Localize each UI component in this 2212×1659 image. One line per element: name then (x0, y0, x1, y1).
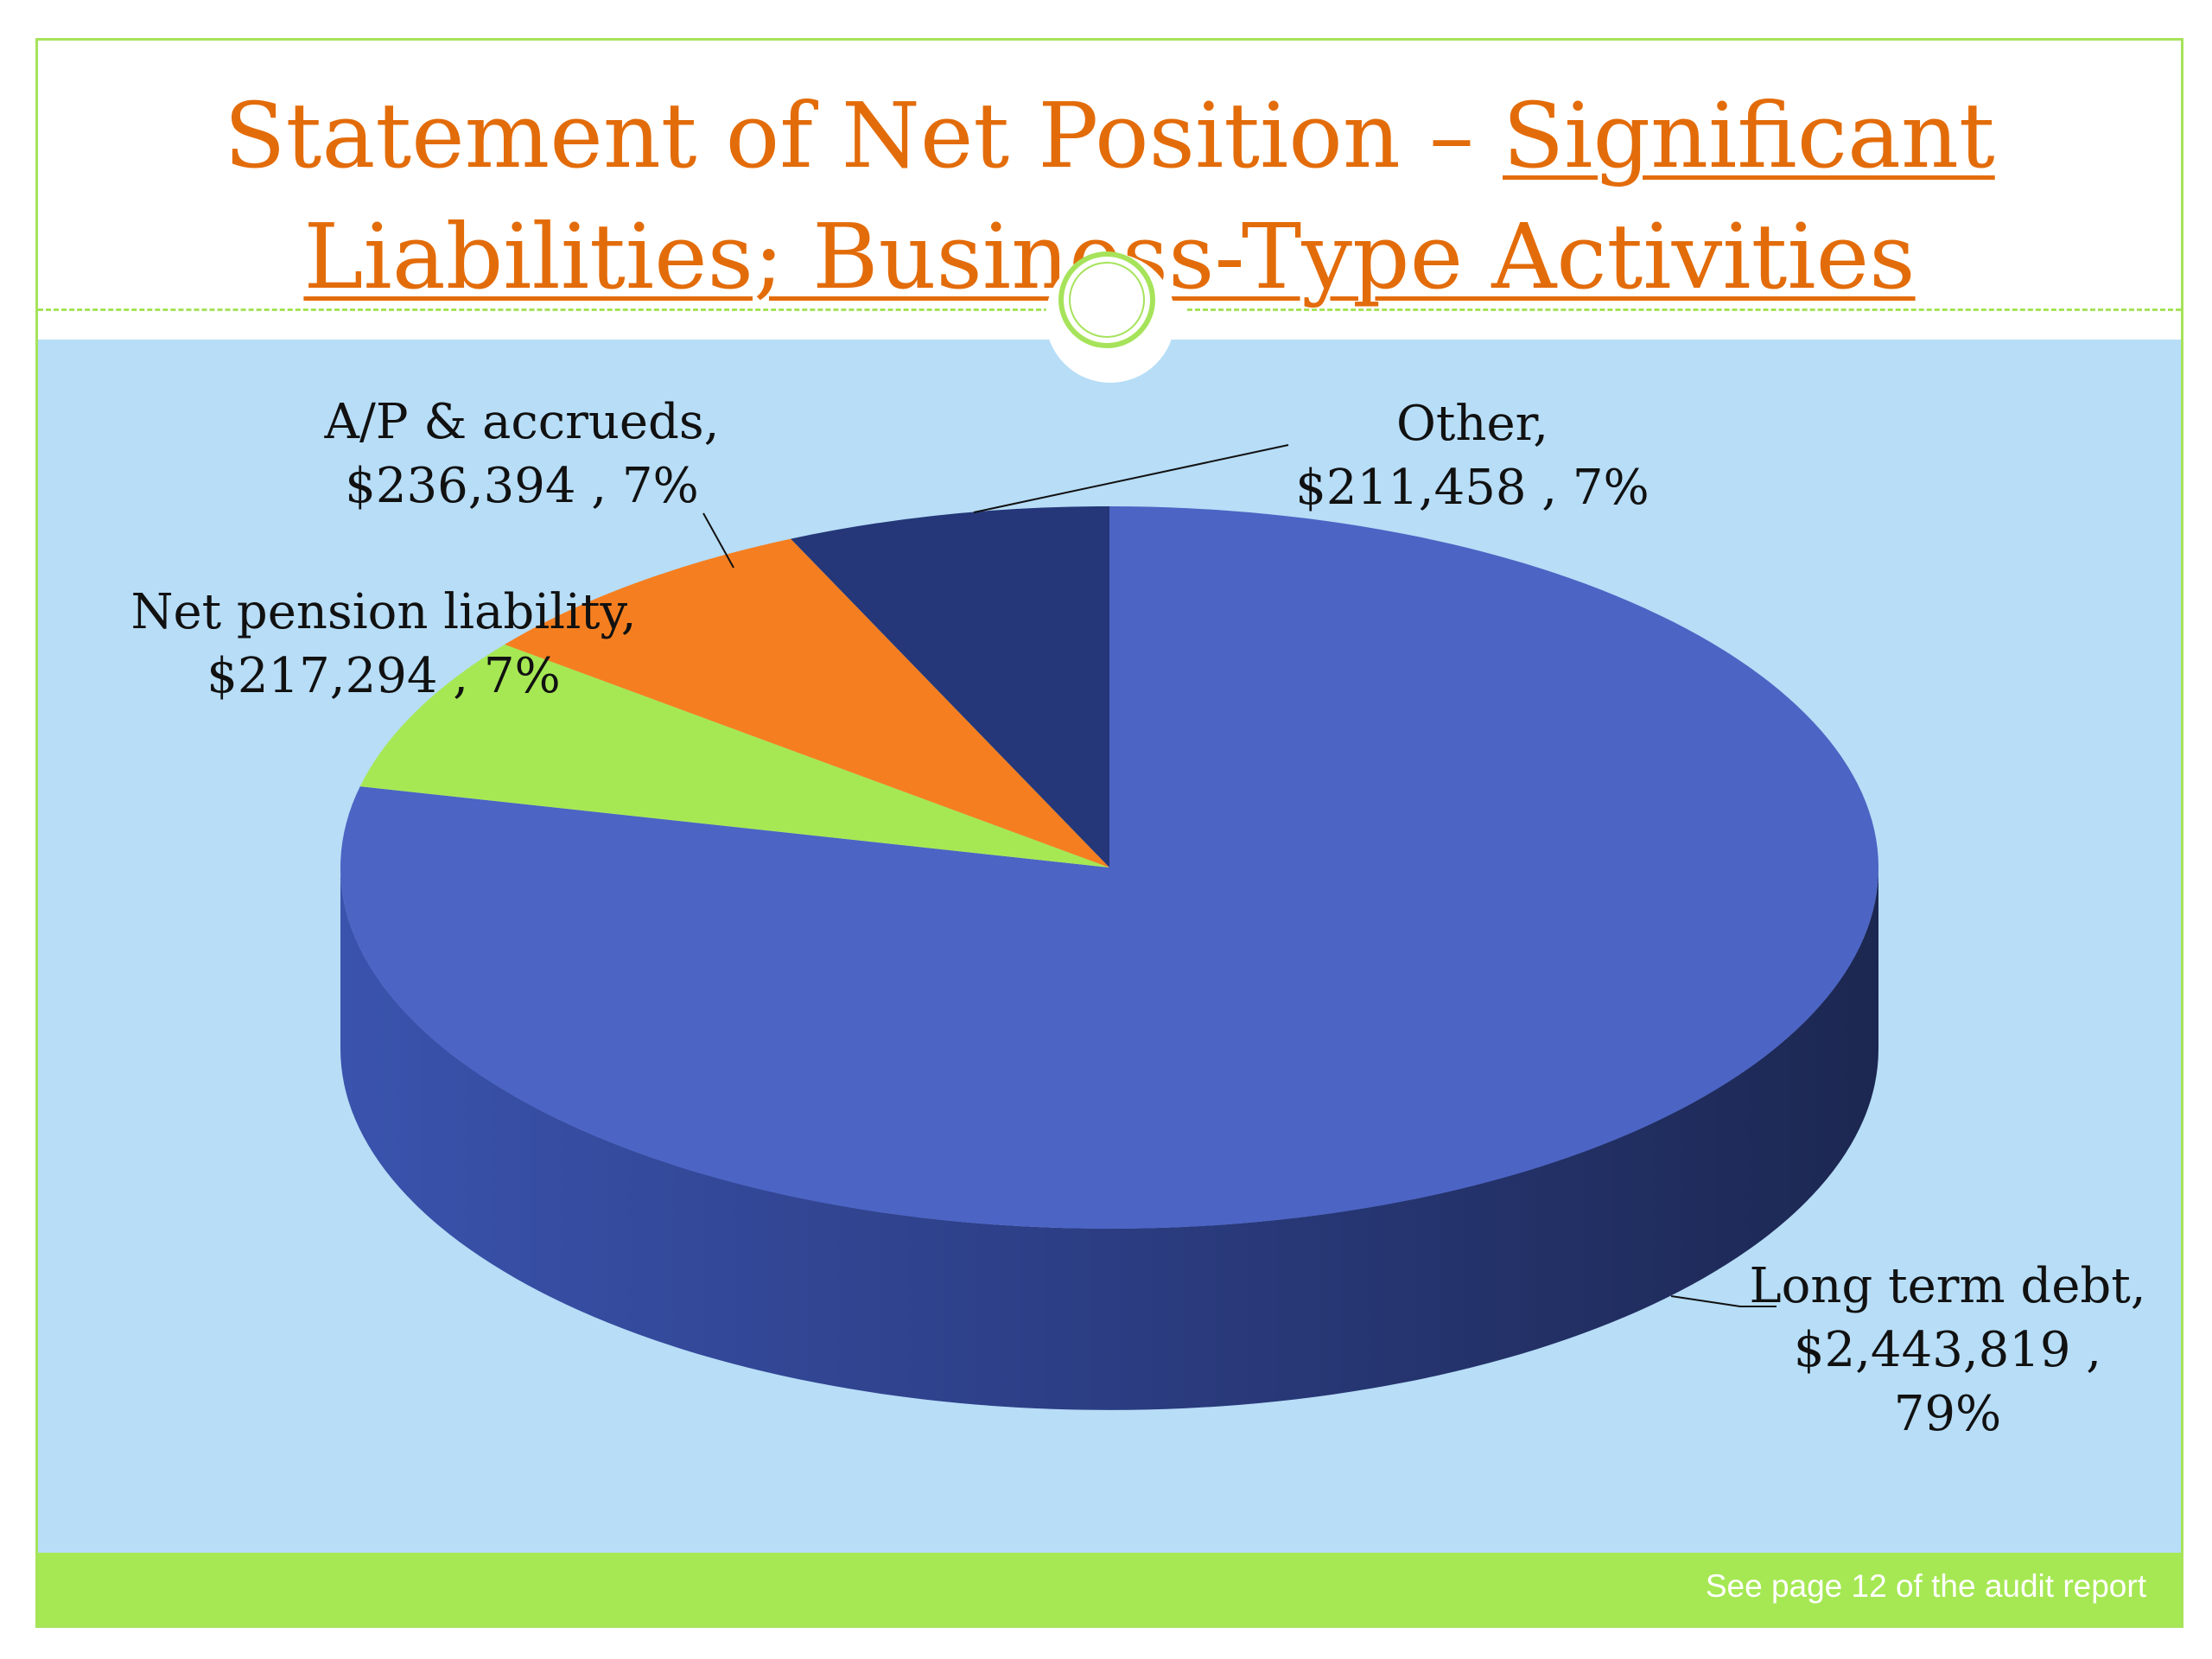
title-line-1: Statement of Net Position – Significant (38, 75, 2181, 196)
slide: Statement of Net Position – Significant … (35, 38, 2183, 1628)
title-underlined-1: Significant (1503, 83, 1995, 188)
data-label-line: Long term debt, (1749, 1258, 2145, 1314)
data-label-line: Net pension liability, (130, 584, 636, 640)
data-label-line: $217,294 , 7% (207, 648, 560, 704)
title-plain: Statement of Net Position – (224, 83, 1503, 188)
data-label-line: $211,458 , 7% (1295, 460, 1649, 516)
slice-other (791, 506, 1109, 868)
ornament-circle-icon (1058, 251, 1155, 348)
footer-note: See page 12 of the audit report (1705, 1568, 2146, 1604)
divider-left (38, 308, 1049, 311)
slice-side-long-term-debt (340, 868, 1878, 1410)
leader-lines (702, 444, 1777, 1307)
pie-slices (340, 506, 1879, 1410)
leader-line-a-p-accrueds (702, 512, 734, 569)
data-label-a-p-accrueds: A/P & accrueds, $236,394 , 7% (324, 394, 720, 514)
slide-title: Statement of Net Position – Significant … (38, 75, 2181, 317)
slice-net-pension-liability (359, 644, 1109, 868)
data-label-line: Other, (1396, 396, 1548, 452)
data-label-line: A/P & accrueds, (324, 394, 720, 450)
leader-line-other (973, 444, 1289, 513)
data-label-other: Other, $211,458 , 7% (1295, 396, 1649, 516)
data-label-long-term-debt: Long term debt, $2,443,819 , 79% (1749, 1258, 2145, 1442)
pie-chart: Long term debt, $2,443,819 , 79% Net pensio… (130, 394, 2145, 1442)
data-labels: Long term debt, $2,443,819 , 79% Net pensio… (130, 394, 2145, 1442)
data-label-line: $236,394 , 7% (345, 458, 698, 514)
data-label-line: $2,443,819 , (1794, 1322, 2101, 1378)
slice-a-p-accrueds (505, 538, 1109, 868)
leader-line-long-term-debt (1670, 1295, 1777, 1307)
footer-bar: See page 12 of the audit report (38, 1553, 2181, 1625)
divider-right (1187, 308, 2181, 311)
data-label-line: 79% (1894, 1386, 2001, 1442)
data-label-net-pension-liability: Net pension liability, $217,294 , 7% (130, 584, 636, 704)
